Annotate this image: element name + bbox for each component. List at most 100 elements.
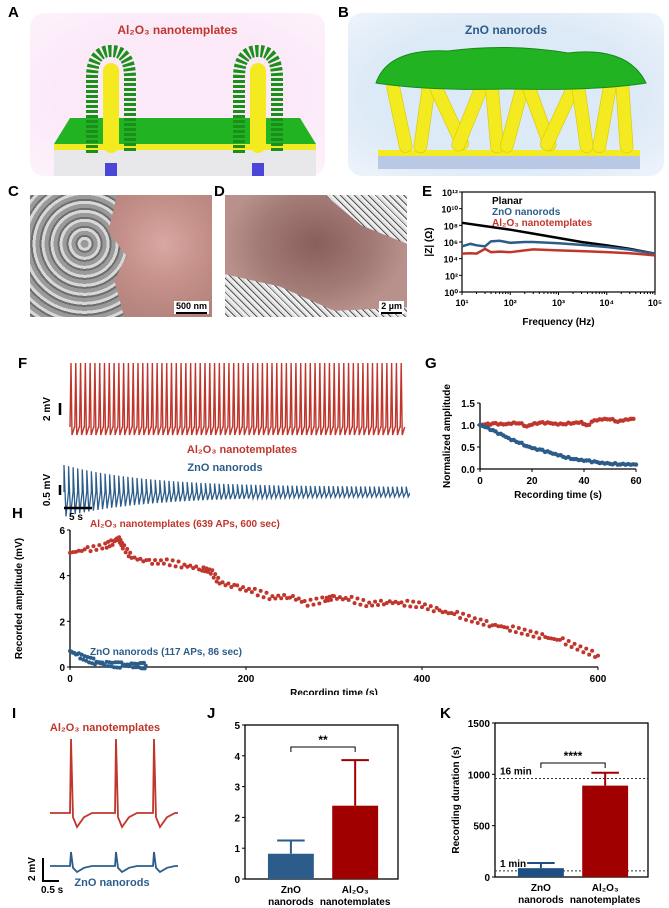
data-point [431,609,436,614]
data-point [458,616,463,621]
data-point [317,601,322,606]
reference-line-label: 16 min [500,766,532,777]
data-point [143,663,148,668]
data-point [510,624,515,629]
data-point [428,604,433,609]
data-point [370,603,375,608]
data-point [119,660,124,665]
y-axis-label: |Z| (Ω) [424,227,435,256]
data-point [540,632,545,637]
x-tick-label: 10³ [552,298,565,308]
x-tick-label: ZnO [281,885,301,896]
y-tick-label: 10⁶ [444,238,458,248]
x-axis-label: Frequency (Hz) [522,317,594,328]
data-point [364,604,369,609]
data-point [156,561,160,566]
data-point [100,546,105,551]
x-tick-label: 10⁴ [600,298,614,308]
data-point [123,550,128,555]
panel-a-illustration: Al₂O₃ nanotemplates [30,13,325,176]
plot-frame [244,724,399,880]
data-point [522,627,527,632]
scale-bar-d-label: 2 µm [381,301,402,311]
data-point [525,632,530,637]
data-point [120,546,125,551]
data-point [213,572,218,577]
data-point [434,605,439,610]
cell-overlay [108,195,212,317]
data-point [246,586,251,591]
data-point [279,596,284,601]
data-point [264,590,269,595]
data-point [534,630,539,635]
data-point [455,609,460,614]
data-point [241,585,246,590]
data-point [270,594,275,599]
data-point [329,597,334,602]
data-point [82,547,87,552]
data-point [519,631,524,636]
cell-overlay [225,195,407,311]
data-point [91,656,96,661]
data-point [285,596,290,601]
data-point [107,660,112,665]
x-tick-label: 10¹ [455,298,468,308]
data-point [91,544,96,549]
data-point [290,593,295,598]
data-point [587,422,592,427]
data-point [229,584,234,589]
x-tick-label: 60 [630,476,642,487]
data-point [420,605,424,610]
data-point [516,626,521,631]
data-point [296,596,301,601]
y-axis-label: Recording duration (s) [451,746,462,853]
data-point [106,664,111,669]
y-tick-label: 10⁴ [444,255,458,265]
data-point [560,636,565,641]
y-tick-label: 1.0 [461,421,475,432]
scale-label-2mv: 2 mV [42,397,53,421]
data-point [361,598,366,603]
annotation-al2o3: Al₂O₃ nanotemplates (639 APs, 600 sec) [90,519,280,530]
data-point [587,652,592,657]
data-point [153,558,158,563]
data-point [405,598,410,603]
data-point [590,648,595,653]
scale-bar-c: 500 nm [173,301,209,314]
data-point [167,563,172,568]
x-tick-label: 10⁵ [648,298,662,308]
data-point [373,599,378,604]
y-tick-label: 1.5 [461,399,475,410]
data-point [194,564,199,569]
data-point [134,665,138,670]
panel-b-title: ZnO nanorods [465,23,547,37]
data-point [179,565,184,570]
y-tick-label: 4 [59,572,65,583]
y-tick-label: 1500 [468,719,491,730]
x-tick-label: 20 [526,476,538,487]
trace-label-al2o3: Al₂O₃ nanotemplates [50,722,160,734]
data-point [508,628,512,633]
y-tick-label: 10⁸ [444,221,458,231]
data-point [282,593,287,598]
data-point [308,597,313,602]
y-tick-label: 5 [234,721,240,732]
bar-0 [267,853,314,879]
y-tick-label: 10⁰ [444,288,458,298]
data-point [214,579,219,584]
data-point [349,594,354,599]
data-point [116,660,121,665]
y-tick-label: 2 [234,813,240,824]
data-point [343,596,348,601]
y-tick-label: 10¹⁰ [441,205,458,215]
panel-label-b: B [338,4,349,21]
data-point [443,609,448,614]
data-point [334,596,339,601]
data-point [314,596,319,601]
data-point [276,593,281,598]
data-point [288,595,292,600]
data-point [182,562,187,567]
data-point [158,558,163,563]
y-tick-label: 500 [473,822,490,833]
scale-label-time: 0.5 s [41,885,64,895]
